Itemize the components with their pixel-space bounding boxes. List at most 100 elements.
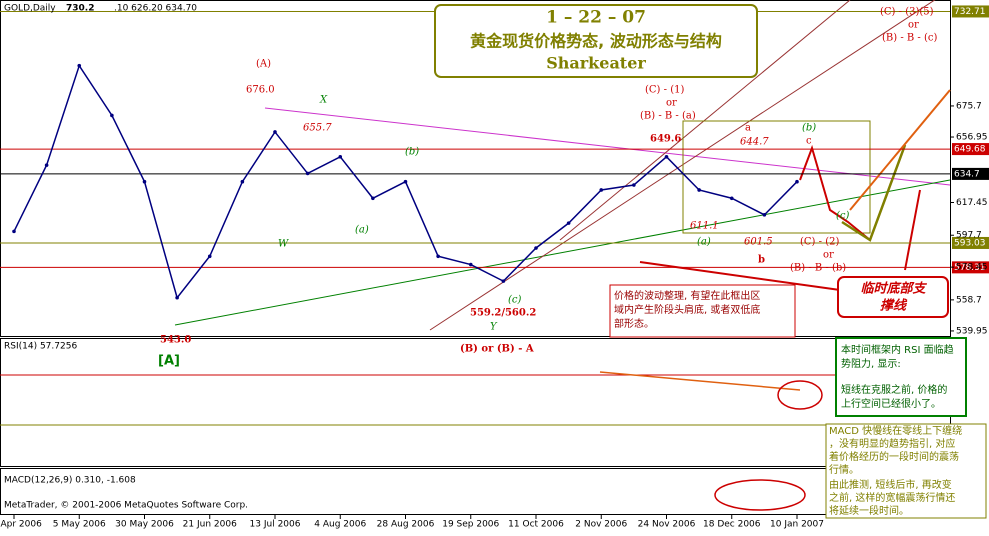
wave-label: (C) - (2) <box>800 237 839 248</box>
title-box <box>434 4 758 78</box>
y-tick-label: 578.45 <box>956 263 988 273</box>
symbol: GOLD,Daily <box>4 4 56 14</box>
support-label: 临时底部支 <box>860 281 927 297</box>
x-tick-label: 10 Jan 2007 <box>770 520 824 530</box>
x-tick-label: 24 Nov 2006 <box>638 520 696 530</box>
price-point <box>729 196 734 201</box>
note-line: 由此推测, 短线后市, 再改变 <box>829 478 952 491</box>
note-line: 势阻力, 显示: <box>841 357 901 370</box>
price-point <box>12 229 16 234</box>
price-point <box>599 188 604 192</box>
note-line: ，没有明显的趋势指引, 对应 <box>829 437 955 450</box>
x-tick-label: 18 Dec 2006 <box>703 520 761 530</box>
note-line: 上行空间已经很小了。 <box>841 397 941 410</box>
level-tag <box>952 236 989 249</box>
level-label: 649.68 <box>954 145 986 155</box>
y-tick-label: 617.45 <box>956 198 988 208</box>
macd-note-box <box>825 423 987 519</box>
wave-label: (C) - (3)(5) <box>880 7 934 18</box>
level-tag <box>952 261 989 274</box>
price-point <box>501 279 506 283</box>
wave-label: (a) <box>355 225 369 236</box>
wave-label: (B) - B - (c) <box>882 33 937 44</box>
price-point <box>305 171 310 176</box>
x-tick-label: 13 Jul 2006 <box>250 520 301 530</box>
x-tick-label: 21 Jun 2006 <box>183 520 237 530</box>
note-line: 之前, 这样的宽幅震荡行情还 <box>829 491 955 504</box>
wave-label: a <box>745 123 751 134</box>
x-tick-label: 19 Sep 2006 <box>442 520 499 530</box>
y-tick-label: 597.7 <box>956 231 982 241</box>
price-point <box>403 179 408 184</box>
price-levels: 732.71 649.68 634.7 593.03 578.31 <box>0 5 989 274</box>
price-point <box>468 262 473 267</box>
wave-label: (c) <box>836 211 850 222</box>
price-point <box>77 63 82 68</box>
wave-label: (c) <box>508 295 522 306</box>
wave-label: or <box>908 20 919 31</box>
trend-lines <box>0 0 951 511</box>
level-label: 732.71 <box>954 7 986 17</box>
wave-label: (B) or (B) - A <box>460 344 534 355</box>
wave-label: or <box>823 250 834 261</box>
price-point <box>762 213 767 217</box>
price-point <box>142 179 147 184</box>
level-label: 634.7 <box>954 169 980 179</box>
note-line: 着价格经历的一段时间的震荡 <box>829 450 959 463</box>
plot: 539.95 558.7 578.45 597.7 617.45 656.95 675.7 1… <box>0 63 988 530</box>
copyright: MetaTrader, © 2001-2006 MetaQuotes Softw… <box>4 501 248 511</box>
price-note: 559.2/560.2 <box>470 308 536 319</box>
wave-label: c <box>806 136 812 147</box>
price-point <box>207 254 212 259</box>
price-point <box>338 155 343 159</box>
note-box-text: 价格的波动整理, 有望在此框出区 域内产生阶段头肩底, 或者双低底 部形态。 <box>614 289 760 330</box>
price-point <box>436 254 440 259</box>
price-note: 655.7 <box>303 123 332 134</box>
level-label: 593.03 <box>954 238 986 248</box>
price-note: 676.0 <box>246 85 275 96</box>
wave-label: (C) - (1) <box>645 85 684 96</box>
wave-label: [A] <box>158 354 180 369</box>
y-tick-label: 656.95 <box>956 133 988 143</box>
wave-label: (b) <box>405 147 419 158</box>
wave-label: X <box>319 95 328 106</box>
macd-note: MACD 快慢线在零线上下缠绕 ，没有明显的趋势指引, 对应 着价格经历的一段时… <box>829 424 962 517</box>
level-label: 578.31 <box>954 263 986 273</box>
price-point <box>697 188 701 192</box>
price-point <box>175 295 179 300</box>
price-point <box>795 179 799 184</box>
wave-label: W <box>278 239 289 250</box>
level-tag <box>952 167 989 180</box>
x-tick-label: 11 Oct 2006 <box>508 520 564 530</box>
y-tick-label: 675.7 <box>956 101 982 111</box>
price-point <box>664 155 669 159</box>
rsi-note-box <box>835 337 967 417</box>
price-point <box>566 221 571 225</box>
price-point <box>240 179 245 184</box>
macd-label: MACD(12,26,9) 0.310, -1.608 <box>4 476 136 486</box>
y-tick-label: 558.7 <box>956 295 982 305</box>
note-line: 本时间框架内 RSI 面临趋 <box>841 343 954 356</box>
note-line: 价格的波动整理, 有望在此框出区 <box>614 289 760 302</box>
title-line: 1 – 22 – 07 <box>546 8 646 28</box>
high-label: 730.2 <box>66 4 94 14</box>
note-box <box>609 284 796 338</box>
x-tick-label: 4 Aug 2006 <box>314 520 366 530</box>
annotations: (A) 676.0 X 655.7 (b) (a) W 543.0 [A] (c… <box>158 7 949 369</box>
price-point <box>44 163 49 167</box>
wave-label: b <box>758 255 765 266</box>
wave-label: (a) <box>697 237 711 248</box>
note-line: 行情。 <box>829 463 859 476</box>
support-label: 撑线 <box>880 298 908 314</box>
price-point <box>273 130 277 134</box>
level-tag <box>952 5 989 18</box>
wave-label: (B) - B - (a) <box>640 111 696 122</box>
price-note: 611.1 <box>690 221 719 232</box>
price-point <box>110 113 114 118</box>
price-point <box>371 196 375 201</box>
price-note: 601.5 <box>744 237 773 248</box>
x-tick-label: 2 Nov 2006 <box>575 520 627 530</box>
title-line: 黄金现货价格势态, 波动形态与结构 <box>470 32 722 51</box>
